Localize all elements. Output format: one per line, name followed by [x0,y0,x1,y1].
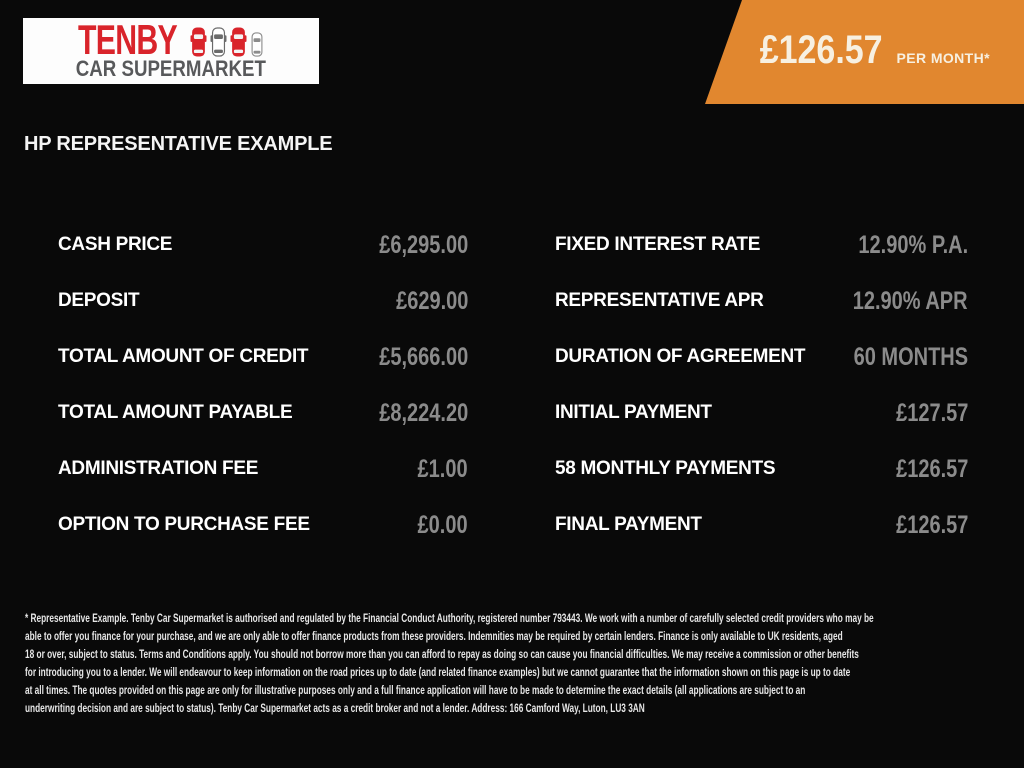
row-value: £1.00 [417,454,468,483]
row-label: DURATION OF AGREEMENT [555,346,806,367]
fineprint-line: 18 or over, subject to status. Terms and… [25,649,859,661]
car-icons-group [190,26,264,58]
row-label: REPRESENTATIVE APR [555,290,764,311]
table-row: FINAL PAYMENT £126.57 [555,511,968,540]
row-label: INITIAL PAYMENT [555,402,712,423]
row-label: OPTION TO PURCHASE FEE [58,514,310,535]
table-row: TOTAL AMOUNT PAYABLE £8,224.20 [58,399,468,428]
table-row: OPTION TO PURCHASE FEE £0.00 [58,511,468,540]
white-car-icon [210,26,227,58]
table-row: REPRESENTATIVE APR 12.90% APR [555,287,968,316]
fineprint-line: at all times. The quotes provided on thi… [25,685,806,697]
table-row: DEPOSIT £629.00 [58,287,468,316]
red-car-icon [230,26,247,58]
fineprint-line: able to offer you finance for your purch… [25,631,843,643]
row-value: £126.57 [895,454,968,483]
row-label: CASH PRICE [58,234,173,255]
row-value: £8,224.20 [379,398,468,427]
row-value: £126.57 [895,510,968,539]
row-label: FIXED INTEREST RATE [555,234,761,255]
row-value: 12.90% APR [853,286,968,315]
red-car-icon [190,26,207,58]
row-label: ADMINISTRATION FEE [58,458,259,479]
table-row: ADMINISTRATION FEE £1.00 [58,455,468,484]
table-row: INITIAL PAYMENT £127.57 [555,399,968,428]
row-value: 60 MONTHS [853,342,968,371]
brand-tagline: CAR SUPERMARKET [75,55,267,81]
legal-fineprint: * Representative Example. Tenby Car Supe… [25,610,1024,718]
fineprint-line: underwriting decision and are subject to… [25,703,645,715]
row-label: TOTAL AMOUNT OF CREDIT [58,346,309,367]
row-value: £5,666.00 [379,342,468,371]
finance-table: CASH PRICE £6,295.00 FIXED INTEREST RATE… [58,217,968,553]
row-value: £0.00 [417,510,468,539]
monthly-price: £126.57 [759,28,883,72]
row-label: FINAL PAYMENT [555,514,702,535]
fineprint-line: for introducing you to a lender. We will… [25,667,851,679]
row-value: 12.90% P.A. [858,230,968,259]
row-value: £127.57 [895,398,968,427]
table-row: DURATION OF AGREEMENT 60 MONTHS [555,343,968,372]
dealer-logo: TENBY [23,18,319,84]
row-value: £629.00 [395,286,468,315]
page-title: HP REPRESENTATIVE EXAMPLE [24,133,333,155]
table-row: FIXED INTEREST RATE 12.90% P.A. [555,231,968,260]
monthly-price-banner: £126.57 PER MONTH* [705,0,1024,104]
monthly-price-suffix: PER MONTH* [896,50,990,66]
table-row: TOTAL AMOUNT OF CREDIT £5,666.00 [58,343,468,372]
row-label: TOTAL AMOUNT PAYABLE [58,402,293,423]
logo-top-row: TENBY [78,18,264,60]
fineprint-line: * Representative Example. Tenby Car Supe… [25,613,874,625]
white-car-small-icon [250,31,264,58]
table-row: CASH PRICE £6,295.00 [58,231,468,260]
row-value: £6,295.00 [379,230,468,259]
table-row: 58 MONTHLY PAYMENTS £126.57 [555,455,968,484]
row-label: DEPOSIT [58,290,140,311]
brand-name: TENBY [78,15,178,63]
row-label: 58 MONTHLY PAYMENTS [555,458,776,479]
